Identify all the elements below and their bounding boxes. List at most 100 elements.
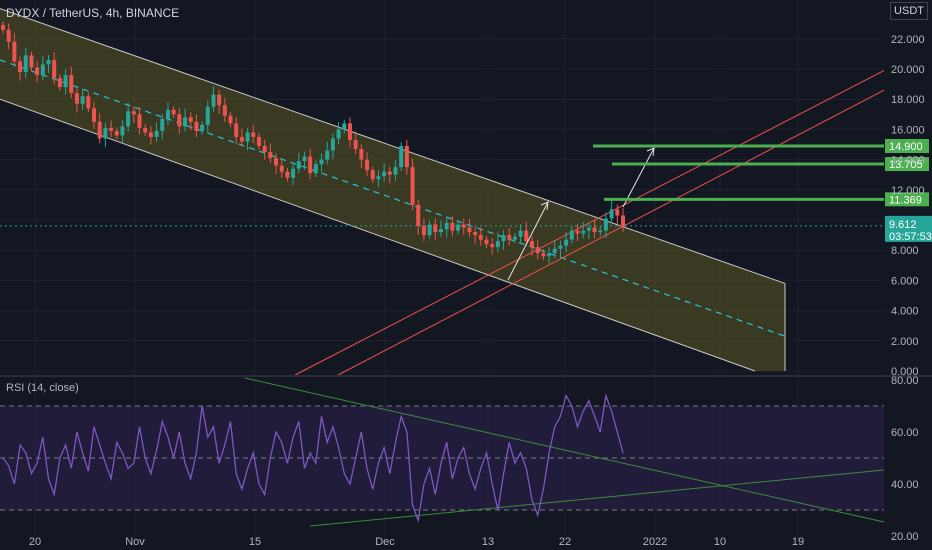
price-tick-label: 16.000 bbox=[891, 124, 925, 136]
red-trend-line-1 bbox=[294, 70, 885, 376]
candle-body bbox=[359, 149, 364, 160]
candle-body bbox=[473, 232, 478, 236]
candle-body bbox=[234, 123, 239, 137]
candle-body bbox=[12, 41, 17, 62]
time-tick-label: 15 bbox=[249, 536, 261, 548]
candle-body bbox=[376, 176, 381, 180]
target-level-label: 13.705 bbox=[889, 159, 923, 171]
candle-body bbox=[598, 230, 603, 233]
price-tick-label: 6.000 bbox=[891, 275, 919, 287]
channel-lower-line bbox=[0, 98, 756, 372]
candle-body bbox=[564, 239, 569, 246]
current-price-label: 9.612 bbox=[889, 219, 917, 231]
time-tick-label: 13 bbox=[482, 536, 494, 548]
candle-body bbox=[188, 117, 193, 122]
candle-body bbox=[205, 106, 210, 125]
candle-body bbox=[330, 138, 335, 151]
candle-body bbox=[57, 78, 62, 88]
currency-button[interactable]: USDT bbox=[890, 2, 928, 20]
candle-body bbox=[40, 64, 45, 76]
candle-body bbox=[461, 224, 466, 228]
candle-body bbox=[467, 227, 472, 233]
candle-body bbox=[268, 152, 273, 159]
candle-body bbox=[18, 61, 23, 73]
candle-body bbox=[484, 239, 489, 245]
time-tick-label: Nov bbox=[125, 536, 145, 548]
price-tick-label: 20.000 bbox=[891, 64, 925, 76]
candle-body bbox=[262, 146, 267, 153]
candle-body bbox=[416, 204, 421, 227]
candle-body bbox=[6, 29, 11, 42]
rsi-tick-label: 60.00 bbox=[891, 427, 919, 439]
time-tick-label: 2022 bbox=[643, 536, 667, 548]
candle-body bbox=[239, 136, 244, 142]
price-tick-label: 18.000 bbox=[891, 94, 925, 106]
time-tick-label: 22 bbox=[559, 536, 571, 548]
channel-median-line bbox=[0, 59, 786, 337]
candle-body bbox=[285, 171, 290, 178]
candle-body bbox=[581, 230, 586, 234]
symbol-title: DYDX / TetherUS, 4h, BINANCE bbox=[6, 6, 180, 20]
candle-body bbox=[171, 109, 176, 115]
rsi-label: RSI (14, close) bbox=[6, 382, 79, 394]
candle-body bbox=[35, 67, 40, 76]
candle-body bbox=[558, 245, 563, 249]
rsi-tick-label: 20.00 bbox=[891, 531, 919, 543]
candle-body bbox=[387, 171, 392, 175]
target-level-tag bbox=[885, 192, 929, 207]
rsi-tick-label: 40.00 bbox=[891, 479, 919, 491]
candle-body bbox=[183, 117, 188, 127]
candle-body bbox=[46, 59, 51, 65]
candle-body bbox=[365, 159, 370, 171]
candle-body bbox=[308, 156, 313, 174]
candle-body bbox=[569, 230, 574, 240]
target-level-label: 11.369 bbox=[889, 194, 922, 206]
candle-body bbox=[103, 127, 108, 139]
candle-body bbox=[370, 170, 375, 180]
candle-body bbox=[154, 130, 159, 137]
candle-body bbox=[228, 115, 233, 124]
candle-body bbox=[529, 241, 534, 248]
candle-body bbox=[501, 235, 506, 242]
candle-body bbox=[109, 127, 114, 131]
candle-body bbox=[342, 123, 347, 130]
candle-body bbox=[615, 209, 620, 216]
candle-body bbox=[456, 224, 461, 231]
projection-arrow-2 bbox=[622, 147, 655, 208]
candle-body bbox=[575, 230, 580, 234]
candle-body bbox=[69, 75, 74, 94]
price-tick-label: 22.000 bbox=[891, 34, 925, 46]
candle-body bbox=[52, 59, 57, 79]
candle-body bbox=[410, 167, 415, 205]
target-level-tag bbox=[885, 157, 929, 172]
candle-body bbox=[450, 223, 455, 231]
candle-body bbox=[1, 25, 5, 30]
rsi-trend-line-2 bbox=[309, 469, 885, 527]
candle-body bbox=[245, 132, 250, 142]
candle-body bbox=[211, 94, 216, 107]
candle-body bbox=[319, 159, 324, 165]
candle-body bbox=[495, 241, 500, 248]
candle-body bbox=[552, 248, 557, 254]
rsi-tick-label: 80.00 bbox=[891, 375, 919, 387]
channel-upper-line bbox=[0, 8, 786, 284]
candle-body bbox=[126, 111, 131, 127]
channel-fill bbox=[0, 8, 785, 371]
candle-body bbox=[97, 121, 102, 139]
candle-body bbox=[421, 226, 426, 236]
candle-body bbox=[291, 168, 296, 178]
price-tick-label: 14.000 bbox=[891, 155, 925, 167]
candle-body bbox=[399, 146, 404, 168]
candle-body bbox=[404, 146, 409, 168]
candle-body bbox=[222, 105, 227, 116]
candle-body bbox=[74, 93, 79, 104]
candle-body bbox=[92, 108, 97, 122]
price-tick-label: 4.000 bbox=[891, 306, 919, 318]
candle-body bbox=[393, 167, 398, 175]
countdown-label: 03:57:53 bbox=[889, 231, 932, 243]
candle-body bbox=[251, 132, 256, 137]
time-tick-label: 10 bbox=[714, 536, 726, 548]
candle-body bbox=[433, 224, 438, 233]
candle-body bbox=[541, 253, 546, 257]
